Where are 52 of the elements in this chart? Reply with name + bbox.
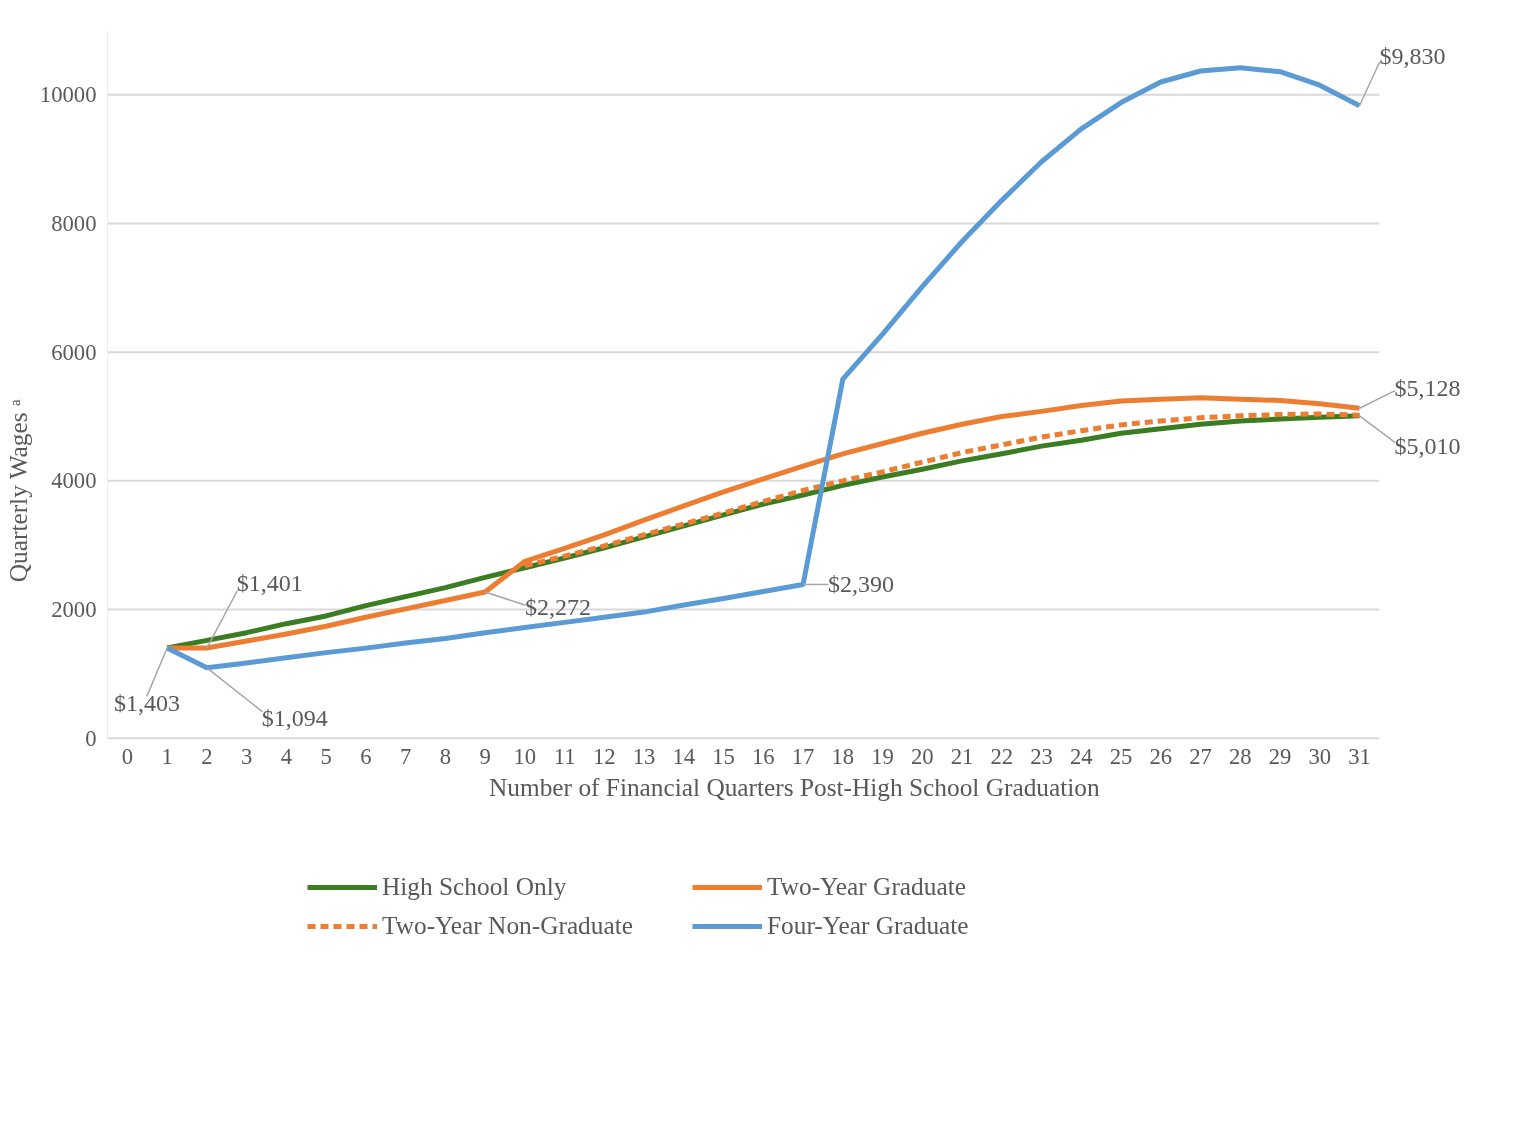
y-tick-label: 4000 [51,468,97,494]
x-tick-label: 8 [439,744,452,770]
annotation: $1,401 [236,570,303,597]
x-tick-label: 3 [240,744,253,770]
legend-label: High School Only [382,872,568,901]
x-tick-label: 19 [871,744,894,770]
y-tick-label: 2000 [51,597,97,623]
y-tick-label: 0 [85,725,97,751]
legend-label: Two-Year Graduate [767,872,967,901]
legend-label: Two-Year Non-Graduate [382,911,634,940]
x-tick-label: 24 [1069,744,1093,770]
annotation: $5,128 [1394,375,1461,402]
x-tick-label: 31 [1348,744,1371,770]
y-axis-title: Quarterly Wages ᵃ [3,399,32,583]
x-tick-label: 17 [791,744,815,770]
y-tick-label: 8000 [51,211,97,237]
x-tick-label: 15 [712,744,735,770]
annotation: $2,272 [525,594,592,621]
x-tick-label: 1 [161,744,173,770]
x-axis-title: Number of Financial Quarters Post-High School Graduation [489,772,1100,801]
x-tick-label: 18 [831,744,855,770]
x-tick-label: 9 [479,744,491,770]
x-tick-label: 2 [201,744,213,770]
y-tick-label: 6000 [51,339,97,365]
x-tick-label: 7 [399,744,412,770]
x-tick-label: 6 [360,744,372,770]
x-tick-label: 22 [990,744,1014,770]
x-tick-label: 5 [320,744,332,770]
x-tick-label: 25 [1109,744,1133,770]
x-tick-label: 28 [1228,744,1252,770]
x-tick-label: 14 [672,744,696,770]
legend-label: Four-Year Graduate [767,911,970,940]
annotation: $9,830 [1379,42,1446,69]
x-tick-label: 30 [1308,744,1332,770]
x-tick-label: 0 [121,744,134,770]
x-tick-label: 10 [513,744,537,770]
x-tick-label: 13 [632,744,656,770]
annotation: $1,403 [114,689,181,716]
x-tick-label: 4 [280,744,293,770]
annotation: $5,010 [1394,432,1461,459]
annotation: $1,094 [261,704,328,731]
x-tick-label: 16 [751,744,775,770]
annotation: $2,390 [828,571,895,598]
x-tick-label: 21 [950,744,974,770]
x-tick-label: 26 [1149,744,1173,770]
x-tick-label: 11 [553,744,576,770]
x-tick-label: 23 [1030,744,1053,770]
y-tick-label: 10000 [39,82,97,108]
x-tick-label: 29 [1268,744,1292,770]
x-tick-label: 12 [593,744,616,770]
x-tick-label: 27 [1189,744,1212,770]
x-tick-label: 20 [910,744,934,770]
